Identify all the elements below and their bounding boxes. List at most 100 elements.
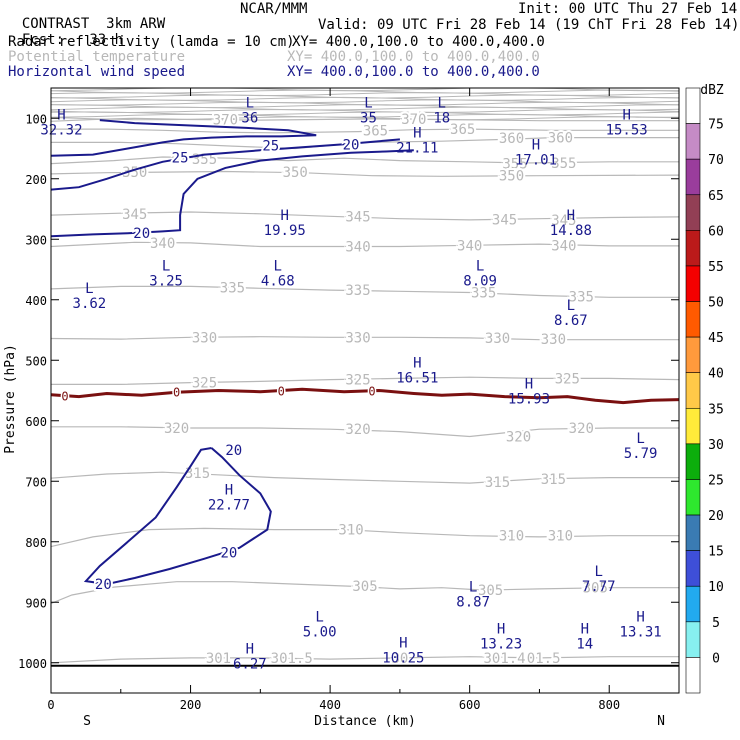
colorbar-level: 75 [708, 118, 724, 133]
extremum-value: 16.51 [396, 371, 438, 387]
theta-line-310 [51, 527, 679, 548]
extremum-value: 6.27 [233, 657, 267, 673]
y-tick-label: 300 [25, 233, 47, 247]
theta-label: 360 [499, 131, 524, 147]
extremum-type: H [497, 622, 505, 638]
theta-label: 370 [213, 112, 238, 128]
freezing-line [51, 387, 679, 405]
colorbar-level: 65 [708, 189, 724, 204]
theta-line-325 [51, 376, 679, 385]
extremum-type: H [57, 107, 65, 123]
theta-label: 301.5 [518, 651, 560, 667]
theta-label: 320 [164, 421, 189, 437]
freezing-label: 0 [368, 385, 375, 399]
extremum-value: 5.79 [624, 446, 658, 462]
theta-bundle-line [51, 111, 679, 116]
x-axis-title: Distance (km) [314, 714, 416, 729]
south-label: S [83, 714, 91, 729]
extremum-value: 4.68 [261, 274, 295, 290]
north-label: N [657, 714, 665, 729]
freezing-label: 0 [61, 390, 68, 404]
extremum-value: 8.09 [463, 274, 497, 290]
colorbar-swatch [685, 621, 701, 658]
colorbar-swatch [685, 407, 701, 445]
theta-label: 30 [391, 651, 408, 667]
theta-label: 335 [220, 281, 245, 297]
colorbar-level: 60 [708, 224, 724, 239]
extremum-type: H [225, 483, 233, 499]
x-tick-label: 600 [459, 698, 481, 712]
extremum-type: H [281, 208, 289, 224]
y-tick-label: 100 [25, 112, 47, 126]
theta-bundle-line [51, 104, 679, 109]
theta-line-345 [51, 211, 679, 221]
theta-line-330 [51, 336, 679, 341]
colorbar-swatch [685, 230, 701, 267]
theta-label: 360 [548, 131, 573, 147]
theta-label: 335 [569, 290, 594, 306]
extremum-value: 13.23 [480, 637, 522, 653]
extremum-value: 14.88 [550, 223, 592, 239]
extremum-value: 14 [576, 637, 593, 653]
theta-bundle-line [51, 116, 679, 121]
colorbar-swatch [685, 123, 701, 160]
extremum-type: H [246, 642, 254, 658]
theta-label: 325 [345, 373, 370, 389]
extremum-value: 22.77 [208, 498, 250, 514]
theta-label: 320 [506, 429, 531, 445]
wind-contour-20 [51, 149, 414, 238]
theta-bundle-line [51, 108, 679, 114]
theta-label: 355 [551, 156, 576, 172]
extremum-value: 10.25 [382, 651, 424, 667]
theta-line-335 [51, 285, 679, 298]
colorbar-level: 55 [708, 260, 724, 275]
extremum-value: 19.95 [264, 223, 306, 239]
theta-label: 310 [338, 523, 363, 539]
theta-line-340 [51, 241, 679, 248]
model-resolution: 3km ARW [106, 16, 166, 32]
upper-theta-bundle [51, 88, 679, 121]
colorbar-swatch [685, 585, 701, 623]
theta-label: 335 [471, 285, 496, 301]
extremum-type: L [595, 564, 603, 580]
colorbar-swatch [685, 194, 701, 231]
theta-line-315 [51, 471, 679, 484]
theta-label: 330 [485, 331, 510, 347]
colorbar-swatch [685, 301, 701, 338]
colorbar-level: 15 [708, 545, 724, 560]
theta-label: 315 [185, 466, 210, 482]
wind-contours: 25 25 20 20 20 20 20 [51, 119, 414, 595]
theta-label: 350 [283, 165, 308, 181]
extremum-type: H [636, 610, 644, 626]
org-label: NCAR/MMM [240, 1, 308, 17]
colorbar-swatch [685, 87, 701, 124]
colorbar-swatch [685, 372, 701, 409]
theta-label: 340 [150, 236, 175, 252]
colorbar-swatch [685, 657, 701, 694]
extremum-type: H [525, 377, 533, 393]
forecast-value: 33 h [89, 32, 124, 48]
colorbar-level: 25 [708, 473, 724, 488]
theta-label: 310 [499, 529, 524, 545]
theta-label: 340 [345, 240, 370, 256]
theta-label: 355 [502, 157, 527, 173]
colorbar-level: 40 [708, 367, 724, 382]
theta-label: 330 [345, 330, 370, 346]
theta-label: 330 [541, 332, 566, 348]
theta-label: 325 [555, 371, 580, 387]
extremum-type: L [567, 298, 575, 314]
extremum-type: L [162, 259, 170, 275]
theta-label: 305 [352, 579, 377, 595]
theta-label: 335 [345, 283, 370, 299]
theta-label: 340 [551, 238, 576, 254]
extremum-type: L [469, 579, 477, 595]
colorbar-swatch [685, 265, 701, 302]
theta-label: 301.4 [483, 651, 525, 667]
field-xy-wind: XY= 400.0,100.0 to 400.0,400.0 [287, 64, 540, 80]
theta-label: 370 [401, 112, 426, 128]
colorbar-level: 70 [708, 153, 724, 168]
